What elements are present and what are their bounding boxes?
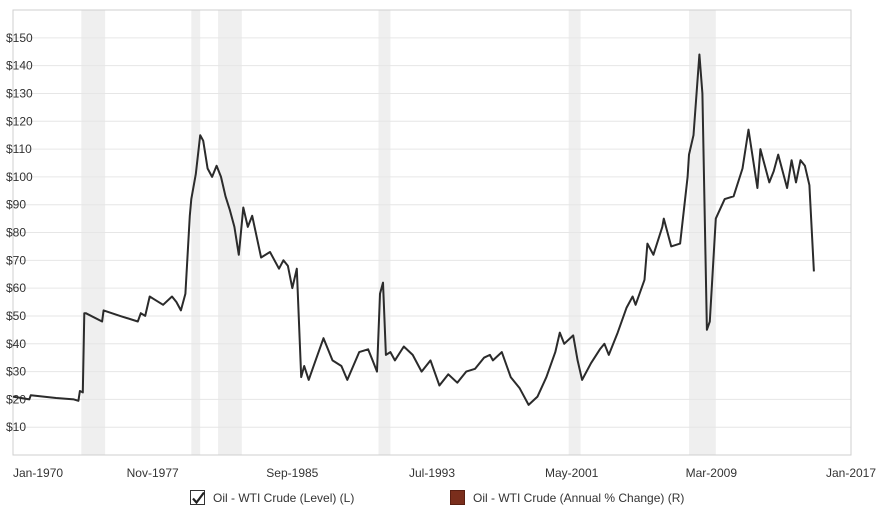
y-tick-label: $30	[6, 365, 26, 379]
y-axis-ticks: $10 $20 $30 $40 $50 $60 $70 $80 $90 $100 $110 $120 $…	[6, 31, 33, 434]
checkmark-icon[interactable]	[190, 490, 205, 505]
y-tick-label: $40	[6, 337, 26, 351]
x-tick-label: Jan-2017	[826, 466, 876, 480]
y-tick-label: $150	[6, 31, 33, 45]
y-tick-label: $60	[6, 281, 26, 295]
x-tick-label: Nov-1977	[127, 466, 179, 480]
y-tick-label: $50	[6, 309, 26, 323]
legend-label-wti-annual-change: Oil - WTI Crude (Annual % Change) (R)	[473, 490, 685, 505]
x-tick-label: Jan-1970	[13, 466, 63, 480]
y-tick-label: $100	[6, 170, 33, 184]
legend-item-wti-level[interactable]: Oil - WTI Crude (Level) (L)	[190, 490, 354, 505]
legend-label-wti-level: Oil - WTI Crude (Level) (L)	[213, 490, 355, 505]
y-tick-label: $130	[6, 86, 33, 100]
y-tick-label: $120	[6, 114, 33, 128]
y-tick-label: $10	[6, 420, 26, 434]
legend-item-wti-annual-change[interactable]: Oil - WTI Crude (Annual % Change) (R)	[450, 490, 684, 505]
x-tick-label: Sep-1985	[266, 466, 318, 480]
x-tick-label: Mar-2009	[686, 466, 738, 480]
grid-lines	[13, 37, 851, 428]
y-tick-label: $110	[6, 142, 32, 156]
y-tick-label: $140	[6, 59, 33, 73]
x-axis-ticks: Jan-1970 Nov-1977 Sep-1985 Jul-1993 May-2001…	[13, 466, 876, 480]
color-swatch-icon[interactable]	[450, 490, 465, 505]
legend: Oil - WTI Crude (Level) (L) Oil - WTI Cr…	[0, 490, 883, 512]
series-line-wti-level	[12, 53, 815, 406]
y-tick-label: $80	[6, 226, 26, 240]
x-tick-label: May-2001	[545, 466, 599, 480]
plot-frame	[12, 9, 852, 456]
x-tick-label: Jul-1993	[409, 466, 455, 480]
y-tick-label: $70	[6, 253, 26, 267]
y-tick-label: $90	[6, 198, 26, 212]
y-tick-label: $20	[6, 392, 26, 406]
